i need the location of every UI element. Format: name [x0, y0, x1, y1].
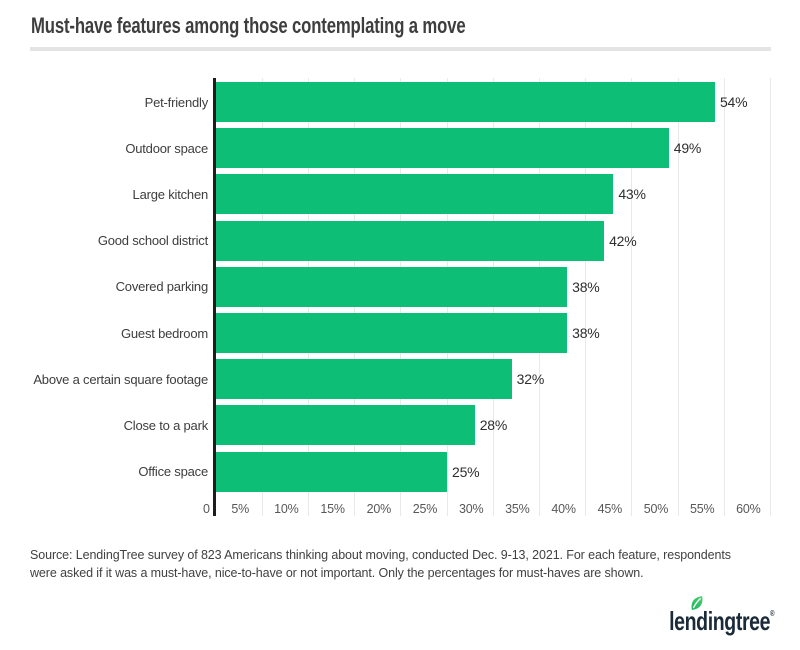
plot-area: Pet-friendly 54% Outdoor space 49% Large kit…: [33, 78, 773, 516]
source-line-2: were asked if it was a must-have, nice-t…: [30, 566, 644, 580]
bar: [216, 174, 614, 215]
logo-wordmark: lendingtree®: [670, 606, 775, 637]
category-label: Close to a park: [123, 417, 209, 433]
bar: [216, 220, 605, 261]
x-tick-label: 45%: [597, 502, 623, 516]
source-note: Source: LendingTree survey of 823 Americ…: [30, 546, 780, 582]
x-tick-label: 30%: [458, 502, 484, 516]
value-label: 54%: [719, 94, 748, 110]
x-tick-label: 20%: [366, 502, 392, 516]
bar: [216, 266, 568, 307]
category-label: Outdoor space: [125, 140, 208, 156]
value-label: 32%: [516, 371, 545, 388]
category-label: Guest bedroom: [120, 325, 208, 341]
y-axis-line: [213, 78, 216, 516]
logo-text: lendingtree: [669, 606, 771, 636]
gridline: [677, 78, 679, 516]
x-tick-label: 60%: [736, 502, 761, 516]
title-divider: [30, 47, 771, 51]
bar: [216, 313, 568, 353]
leaf-icon: [691, 596, 703, 610]
x-tick-label: 25%: [412, 502, 438, 516]
x-tick-label: 10%: [274, 502, 299, 516]
value-label: 28%: [479, 417, 508, 434]
bar: [216, 128, 669, 169]
logo-trademark: ®: [770, 609, 775, 618]
chart-title: Must-have features among those contempla…: [31, 13, 466, 38]
category-label: Pet-friendly: [144, 94, 209, 110]
value-label: 25%: [452, 463, 480, 480]
category-label: Above a certain square footage: [33, 371, 208, 387]
gridline: [723, 78, 725, 516]
category-label: Office space: [138, 464, 208, 480]
value-label: 49%: [673, 140, 702, 157]
value-label: 38%: [572, 278, 600, 295]
x-tick-label: 35%: [505, 502, 530, 516]
x-tick-label: 5%: [231, 502, 250, 516]
gridline: [585, 78, 587, 516]
gridline: [631, 78, 633, 516]
lendingtree-logo: lendingtree®: [655, 595, 775, 640]
x-tick-label: 55%: [689, 502, 715, 516]
category-label: Good school district: [97, 233, 208, 249]
category-label: Covered parking: [115, 279, 209, 295]
x-tick-label: 0: [203, 502, 210, 516]
bar: [216, 359, 512, 400]
value-label: 38%: [572, 325, 600, 341]
gridline: [769, 78, 771, 516]
source-line-1: Source: LendingTree survey of 823 Americ…: [30, 548, 731, 562]
value-label: 42%: [609, 232, 637, 249]
x-tick-label: 50%: [643, 502, 669, 516]
x-tick-label: 15%: [320, 502, 345, 516]
bar: [216, 405, 475, 446]
x-tick-label: 40%: [551, 502, 576, 516]
bar: [216, 451, 447, 492]
value-label: 43%: [618, 186, 646, 203]
category-label: Large kitchen: [132, 186, 209, 202]
bar: [216, 82, 715, 122]
